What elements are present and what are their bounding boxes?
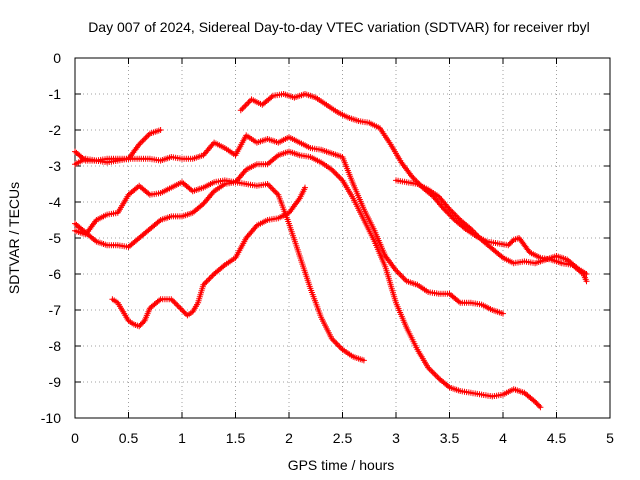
- data-point: [537, 404, 544, 411]
- y-tick-label: 0: [53, 50, 61, 66]
- x-tick-label: 3: [392, 430, 400, 446]
- data-point: [532, 398, 539, 405]
- y-tick-label: -1: [49, 86, 62, 102]
- series-arc-3: [72, 179, 367, 364]
- data-point: [506, 240, 513, 247]
- series-arc-4: [72, 148, 544, 411]
- data-point: [136, 323, 143, 330]
- chart-title: Day 007 of 2024, Sidereal Day-to-day VTE…: [88, 19, 590, 35]
- data-point: [505, 242, 512, 249]
- y-tick-label: -6: [49, 266, 62, 282]
- x-tick-label: 0: [71, 430, 79, 446]
- y-tick-label: -4: [49, 194, 62, 210]
- y-tick-label: -2: [49, 122, 62, 138]
- y-tick-label: -5: [49, 230, 62, 246]
- data-point: [583, 271, 590, 277]
- axis-ticks: 0 0.5 1 1.5 2 2.5 3 3.5 4 4.5 5 0 -1 -2 -3 -4 -5 -6 -7 -8 -9…: [41, 50, 614, 446]
- data-point: [533, 400, 540, 407]
- series-arc-2: [72, 132, 506, 317]
- x-tick-label: 5: [606, 430, 614, 446]
- series-group: [72, 91, 590, 411]
- data-point: [509, 238, 516, 245]
- x-axis-label: GPS time / hours: [288, 457, 395, 473]
- y-tick-label: -3: [49, 158, 62, 174]
- x-tick-label: 2.5: [333, 430, 353, 446]
- data-point: [140, 319, 147, 326]
- data-point: [157, 127, 164, 133]
- x-tick-label: 4.5: [547, 430, 567, 446]
- grid: [75, 58, 610, 418]
- x-tick-label: 3.5: [440, 430, 460, 446]
- y-tick-label: -8: [49, 338, 62, 354]
- data-point: [500, 310, 506, 317]
- data-point: [180, 308, 187, 315]
- data-point: [360, 357, 367, 364]
- data-point: [138, 320, 145, 327]
- data-point: [534, 401, 541, 408]
- x-tick-label: 0.5: [119, 430, 139, 446]
- data-point: [508, 239, 514, 246]
- y-tick-label: -7: [49, 302, 62, 318]
- series-arc-5: [109, 184, 308, 330]
- series-arc-7: [393, 177, 590, 277]
- x-tick-label: 1.5: [226, 430, 246, 446]
- data-point: [181, 309, 188, 316]
- data-point: [179, 307, 185, 313]
- y-axis-label: SDTVAR / TECUs: [6, 182, 22, 294]
- y-tick-label: -10: [41, 410, 61, 426]
- y-tick-label: -9: [49, 374, 62, 390]
- x-tick-label: 4: [499, 430, 507, 446]
- series-line-arc-5: [111, 186, 307, 328]
- data-point: [302, 184, 308, 191]
- data-point: [583, 278, 590, 285]
- series-arc-6: [237, 91, 590, 285]
- x-tick-label: 1: [178, 430, 186, 446]
- data-point: [137, 321, 144, 328]
- data-point: [536, 402, 543, 409]
- x-tick-label: 2: [285, 430, 293, 446]
